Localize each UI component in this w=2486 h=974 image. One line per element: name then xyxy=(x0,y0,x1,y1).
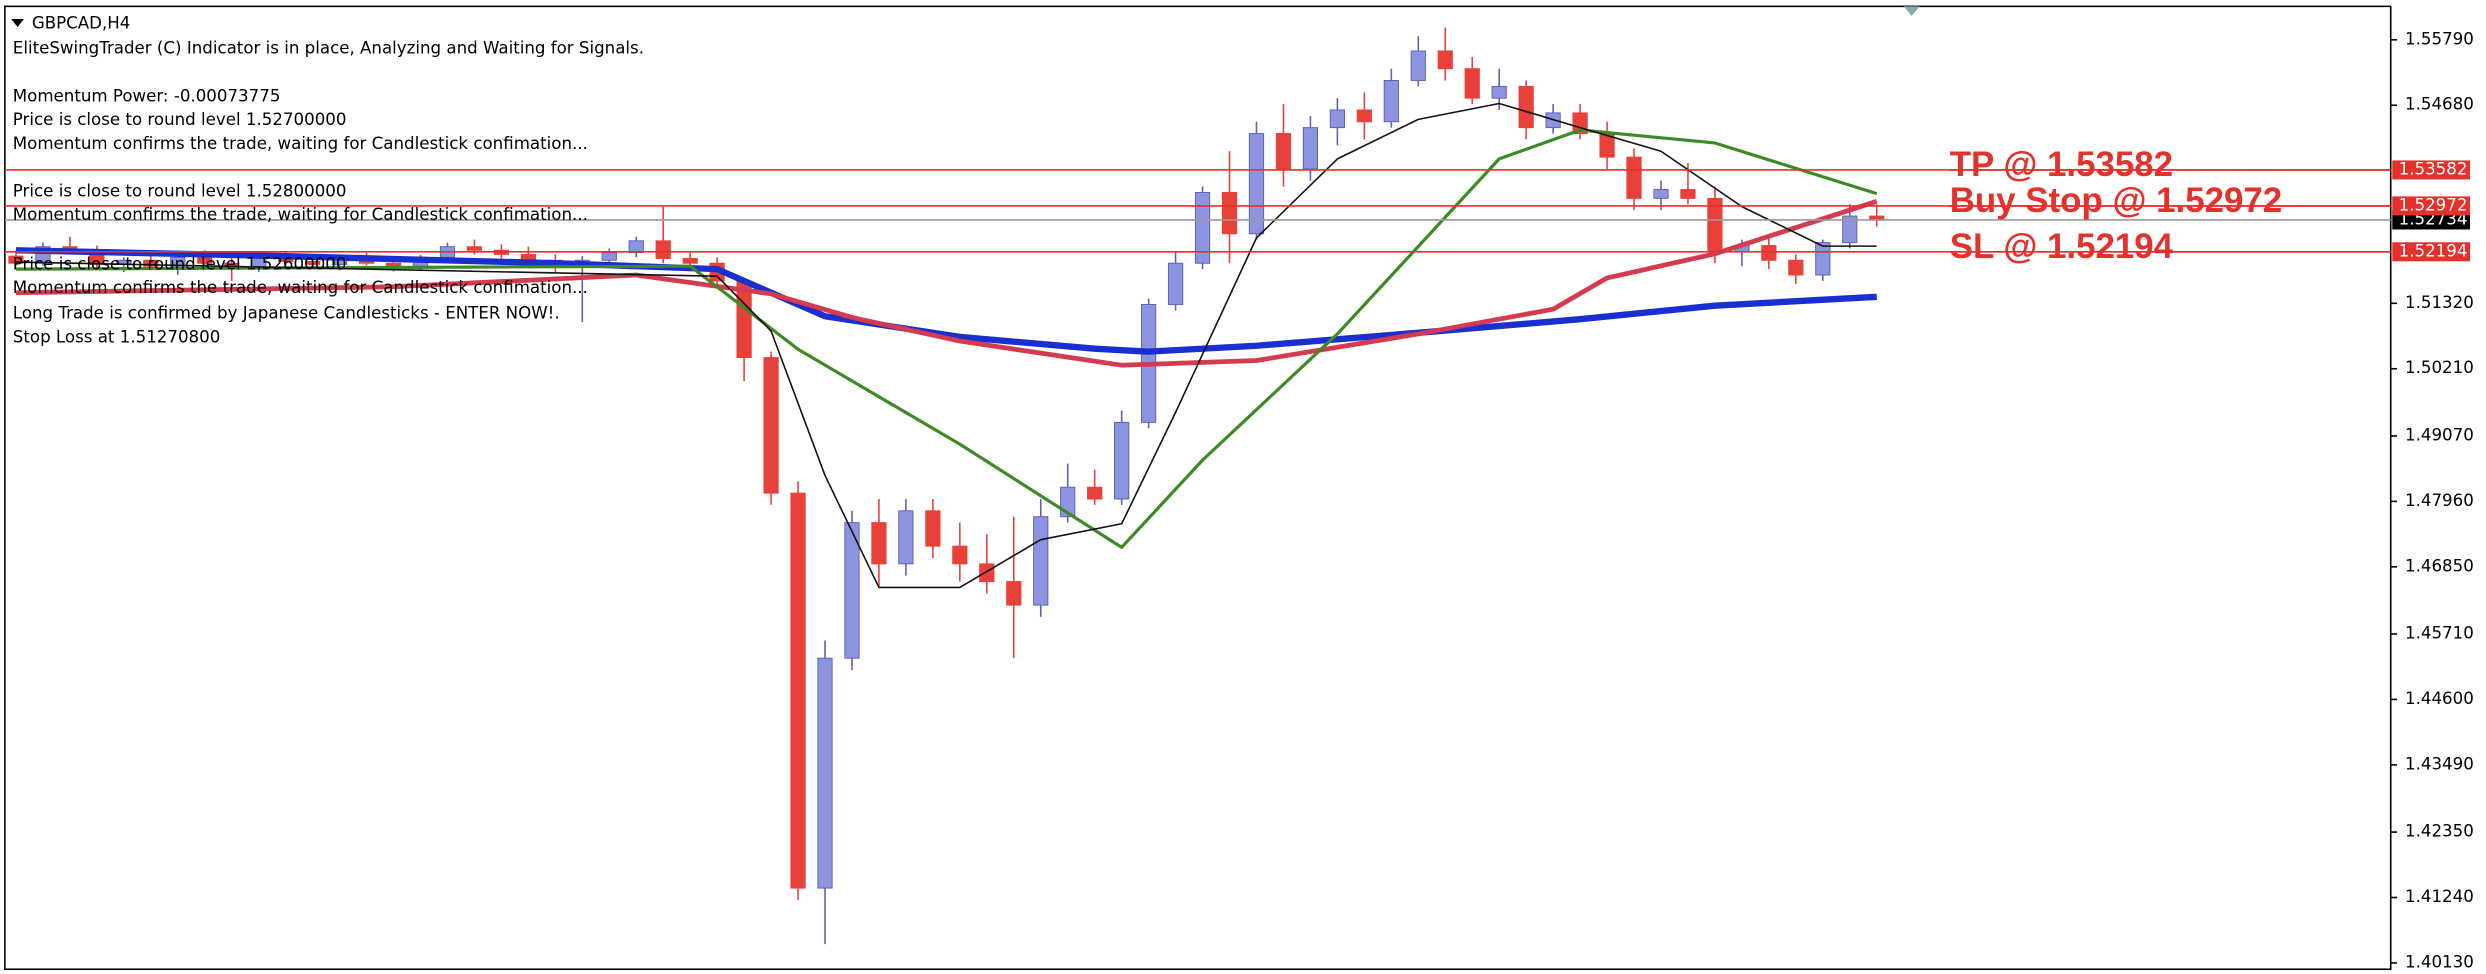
plot-frame xyxy=(4,5,2392,971)
indicator-message: Price is close to round level 1.52600000 xyxy=(13,254,347,273)
candle-body xyxy=(143,259,159,267)
y-tick-label: 1.43490 xyxy=(2405,754,2474,773)
indicator-message: Momentum confirms the trade, waiting for… xyxy=(13,134,588,153)
level-text: Buy Stop @ 1.52972 xyxy=(1950,181,2283,220)
candle-body xyxy=(1114,421,1130,500)
moving-average-line xyxy=(15,102,1877,589)
y-tick-label: 1.55790 xyxy=(2405,29,2474,48)
candle-body xyxy=(1006,581,1022,606)
candle-body xyxy=(1815,242,1831,276)
candle-body xyxy=(1167,262,1184,305)
y-tick-label: 1.51320 xyxy=(2405,293,2474,312)
candle-body xyxy=(1356,109,1372,123)
candle-body xyxy=(763,357,779,494)
level-tag xyxy=(2392,242,2471,262)
candle-body xyxy=(871,522,887,565)
candle-body xyxy=(1626,156,1642,199)
y-tick-label: 1.47960 xyxy=(2405,491,2474,510)
candle-body xyxy=(1033,516,1049,606)
symbol: GBPCAD,H4 xyxy=(32,13,131,32)
candle-body xyxy=(1680,189,1696,199)
indicator-message: Price is close to round level 1.52700000 xyxy=(13,110,347,129)
y-tick-label: 1.45710 xyxy=(2405,624,2474,643)
candle-body xyxy=(1761,245,1777,261)
moving-average-line xyxy=(15,247,1877,355)
candle-body xyxy=(1275,133,1292,170)
indicator-message: Price is close to round level 1.52800000 xyxy=(13,181,347,200)
candle-body xyxy=(1491,85,1507,99)
candle-body xyxy=(1410,50,1426,81)
candle-body xyxy=(1248,133,1265,235)
y-tick-label: 1.54680 xyxy=(2405,95,2474,114)
candle-body xyxy=(1788,259,1804,276)
y-tick-label: 1.50210 xyxy=(2405,358,2474,377)
candle-body xyxy=(925,510,941,547)
candle-body xyxy=(790,492,806,889)
candle-body xyxy=(1653,189,1669,199)
candle-body xyxy=(1329,109,1346,129)
candle-body xyxy=(1383,80,1399,123)
shift-marker xyxy=(1903,6,1920,16)
candle-body xyxy=(1464,68,1480,99)
candle-body xyxy=(1518,85,1534,129)
indicator-message: Momentum Power: -0.00073775 xyxy=(13,86,281,105)
candle-body xyxy=(1842,215,1858,244)
y-tick-label: 1.46850 xyxy=(2405,556,2474,575)
indicator-message: Long Trade is confirmed by Japanese Cand… xyxy=(13,304,560,323)
candle-body xyxy=(170,256,186,267)
level-tag xyxy=(2392,160,2471,180)
candle-body xyxy=(952,545,968,565)
candle-body xyxy=(979,563,995,583)
indicator-message: Momentum confirms the trade, waiting for… xyxy=(13,205,588,224)
candle-body xyxy=(601,252,617,261)
y-tick-label: 1.40130 xyxy=(2405,952,2474,971)
level-tag-label: 1.53582 xyxy=(2399,159,2468,178)
candle-body xyxy=(1437,50,1453,70)
indicator-message: EliteSwingTrader (C) Indicator is in pla… xyxy=(13,39,644,58)
level-tag-label: 1.52972 xyxy=(2399,195,2468,214)
candle-body xyxy=(817,657,833,889)
candle-body xyxy=(844,522,860,659)
y-tick-label: 1.42350 xyxy=(2405,822,2474,841)
indicator-message: Stop Loss at 1.51270800 xyxy=(13,327,221,346)
symbol-arrow xyxy=(11,19,24,27)
y-tick-label: 1.41240 xyxy=(2405,887,2474,906)
candle-body xyxy=(682,258,698,264)
candle-body xyxy=(305,260,321,265)
candle-body xyxy=(655,240,671,259)
candle-body xyxy=(628,240,644,254)
level-tag xyxy=(2392,196,2471,216)
candle-body xyxy=(8,255,24,264)
y-tick-label: 1.44600 xyxy=(2405,689,2474,708)
level-text: TP @ 1.53582 xyxy=(1950,145,2173,184)
y-tick-label: 1.49070 xyxy=(2405,425,2474,444)
candle-body xyxy=(1087,486,1103,500)
candle-body xyxy=(898,510,914,565)
candle-body xyxy=(466,246,483,251)
level-tag-label: 1.52194 xyxy=(2399,241,2468,260)
candle-body xyxy=(1194,192,1211,264)
candle-body xyxy=(1221,192,1238,235)
indicator-message: Momentum confirms the trade, waiting for… xyxy=(13,278,588,297)
candle-body xyxy=(1302,127,1319,170)
level-text: SL @ 1.52194 xyxy=(1950,227,2174,266)
